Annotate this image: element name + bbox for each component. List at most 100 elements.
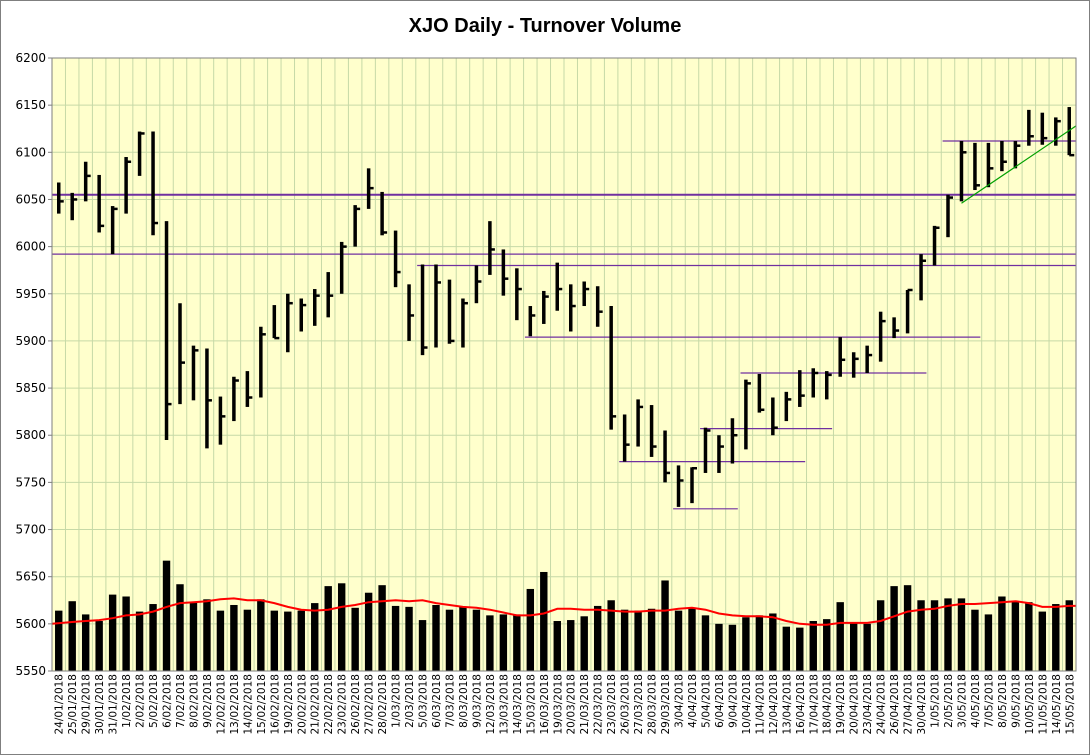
volume-bar bbox=[216, 610, 225, 671]
x-tick-label: 27/03/2018 bbox=[633, 674, 645, 735]
volume-bar bbox=[135, 611, 144, 671]
y-tick-label: 6000 bbox=[15, 240, 46, 254]
x-tick-label: 13/03/2018 bbox=[498, 674, 510, 735]
volume-bar bbox=[324, 586, 332, 671]
x-tick-label: 10/05/2018 bbox=[1024, 674, 1036, 735]
volume-bar bbox=[1011, 601, 1020, 671]
volume-bar bbox=[971, 609, 979, 671]
x-tick-label: 5/03/2018 bbox=[418, 674, 430, 728]
x-tick-label: 19/04/2018 bbox=[835, 674, 847, 735]
volume-moving-average-line bbox=[51, 597, 1076, 626]
x-tick-label: 17/04/2018 bbox=[808, 674, 820, 735]
volume-bar bbox=[351, 607, 359, 671]
x-tick-label: 12/04/2018 bbox=[768, 674, 780, 735]
volume-bar bbox=[998, 596, 1006, 671]
volume-bar bbox=[499, 614, 508, 671]
volume-bar bbox=[715, 623, 723, 671]
x-tick-label: 9/02/2018 bbox=[202, 674, 214, 728]
volume-bar bbox=[81, 614, 90, 671]
x-tick-label: 19/03/2018 bbox=[552, 674, 564, 735]
x-tick-label: 18/04/2018 bbox=[822, 674, 834, 735]
x-tick-label: 11/04/2018 bbox=[754, 674, 766, 735]
volume-bar bbox=[796, 627, 804, 671]
x-tick-label: 30/04/2018 bbox=[916, 674, 928, 735]
volume-bar bbox=[674, 610, 683, 671]
x-tick-label: 27/02/2018 bbox=[364, 674, 376, 735]
volume-bar bbox=[836, 602, 844, 671]
x-tick-label: 16/02/2018 bbox=[269, 674, 281, 735]
volume-bar bbox=[1052, 604, 1060, 671]
volume-bar bbox=[1025, 602, 1033, 671]
x-tick-label: 23/02/2018 bbox=[337, 674, 349, 735]
volume-bar bbox=[149, 604, 157, 671]
x-tick-label: 15/05/2018 bbox=[1064, 674, 1076, 735]
trend-line bbox=[961, 125, 1077, 204]
volume-bar bbox=[459, 606, 467, 671]
x-tick-label: 15/03/2018 bbox=[525, 674, 537, 735]
y-tick-label: 5550 bbox=[15, 664, 46, 678]
volume-bars bbox=[55, 560, 1073, 671]
x-tick-label: 20/02/2018 bbox=[296, 674, 308, 735]
volume-bar bbox=[647, 608, 656, 671]
x-tick-label: 26/04/2018 bbox=[889, 674, 901, 735]
x-tick-label: 24/01/2018 bbox=[54, 674, 66, 735]
x-tick-label: 15/02/2018 bbox=[256, 674, 268, 735]
volume-bar bbox=[917, 600, 925, 671]
x-tick-label: 7/02/2018 bbox=[175, 674, 187, 728]
x-tick-label: 1/02/2018 bbox=[121, 674, 133, 728]
y-tick-label: 6050 bbox=[15, 192, 46, 206]
x-tick-label: 21/02/2018 bbox=[310, 674, 322, 735]
x-tick-label: 30/01/2018 bbox=[94, 674, 106, 735]
x-tick-label: 8/03/2018 bbox=[458, 674, 470, 728]
volume-bar bbox=[742, 617, 750, 671]
volume-bar bbox=[513, 614, 521, 671]
x-tick-label: 14/05/2018 bbox=[1051, 674, 1063, 735]
x-tick-label: 12/02/2018 bbox=[215, 674, 227, 735]
volume-bar bbox=[984, 614, 993, 671]
volume-bar bbox=[957, 598, 966, 671]
volume-bar bbox=[55, 610, 63, 671]
volume-bar bbox=[809, 621, 817, 671]
x-tick-label: 26/02/2018 bbox=[350, 674, 362, 735]
x-tick-label: 23/04/2018 bbox=[862, 674, 874, 735]
x-tick-label: 9/03/2018 bbox=[471, 674, 483, 728]
volume-bar bbox=[580, 616, 588, 671]
volume-bar bbox=[567, 620, 575, 671]
x-tick-label: 9/04/2018 bbox=[727, 674, 739, 728]
x-tick-label: 5/02/2018 bbox=[148, 674, 160, 728]
volume-bar bbox=[337, 583, 346, 671]
y-tick-label: 6100 bbox=[15, 145, 46, 159]
x-tick-label: 25/01/2018 bbox=[67, 674, 79, 735]
volume-bar bbox=[876, 600, 885, 671]
volume-bar bbox=[176, 584, 184, 671]
x-tick-label: 6/02/2018 bbox=[162, 674, 174, 728]
volume-bar bbox=[472, 609, 481, 671]
x-tick-label: 13/02/2018 bbox=[229, 674, 241, 735]
x-tick-label: 6/03/2018 bbox=[431, 674, 443, 728]
volume-bar bbox=[95, 621, 103, 671]
price-bars bbox=[56, 107, 1075, 507]
volume-bar bbox=[540, 571, 548, 671]
volume-bar bbox=[701, 615, 710, 671]
x-tick-label: 2/05/2018 bbox=[943, 674, 955, 728]
volume-bar bbox=[1038, 611, 1047, 671]
volume-bar bbox=[189, 602, 198, 671]
y-tick-label: 5850 bbox=[15, 381, 46, 395]
x-tick-label: 27/04/2018 bbox=[903, 674, 915, 735]
volume-bar bbox=[661, 580, 669, 671]
x-tick-label: 3/04/2018 bbox=[674, 674, 686, 728]
volume-bar bbox=[432, 604, 440, 671]
x-tick-label: 7/03/2018 bbox=[444, 674, 456, 728]
x-tick-label: 29/03/2018 bbox=[660, 674, 672, 735]
volume-bar bbox=[782, 626, 791, 671]
x-tick-label: 10/04/2018 bbox=[741, 674, 753, 735]
plot-border bbox=[51, 57, 1077, 672]
x-tick-label: 13/04/2018 bbox=[781, 674, 793, 735]
x-tick-label: 16/03/2018 bbox=[539, 674, 551, 735]
volume-bar bbox=[755, 615, 764, 671]
volume-bar bbox=[930, 600, 939, 671]
y-tick-label: 5600 bbox=[15, 617, 46, 631]
volume-bar bbox=[890, 586, 898, 671]
volume-bar bbox=[230, 604, 238, 671]
y-tick-label: 5950 bbox=[15, 287, 46, 301]
